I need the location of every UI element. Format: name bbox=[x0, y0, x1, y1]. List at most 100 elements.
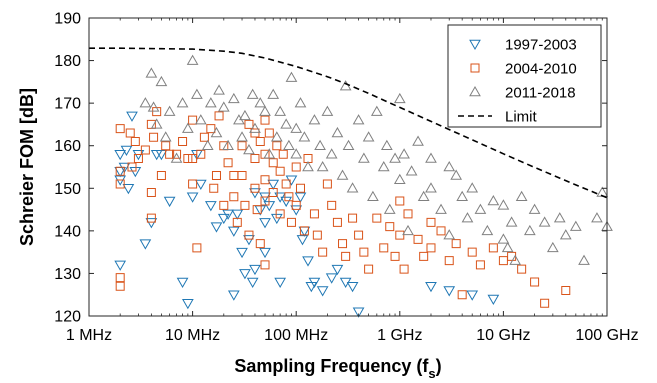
data-point bbox=[244, 119, 254, 129]
data-point bbox=[402, 224, 414, 236]
data-point bbox=[194, 179, 207, 191]
data-point bbox=[390, 251, 400, 261]
data-point bbox=[435, 203, 447, 214]
data-marks bbox=[114, 54, 613, 318]
x-tick-label: 1 GHz bbox=[377, 327, 422, 344]
data-point bbox=[346, 182, 359, 193]
data-point bbox=[389, 152, 401, 163]
x-axis-title: Sampling Frequency (fs) bbox=[234, 356, 441, 381]
data-point bbox=[249, 122, 261, 133]
x-axis-ticks: 1 MHz 10 MHz 100 MHz 1 GHz 10 GHz 100 GHz bbox=[66, 18, 639, 344]
data-point bbox=[443, 286, 456, 297]
data-point bbox=[210, 126, 223, 138]
data-point bbox=[255, 239, 265, 249]
data-point bbox=[163, 196, 176, 208]
data-point bbox=[553, 212, 566, 223]
data-point bbox=[130, 136, 140, 146]
data-point bbox=[147, 101, 160, 112]
data-point bbox=[436, 226, 446, 236]
data-point bbox=[240, 200, 250, 210]
legend-swatch-2011-2018 bbox=[469, 85, 481, 97]
data-point bbox=[316, 286, 329, 297]
data-point bbox=[186, 54, 199, 65]
legend-label: 2004-2010 bbox=[505, 61, 577, 78]
data-point bbox=[498, 256, 508, 266]
data-point bbox=[578, 254, 590, 265]
y-tick-label: 130 bbox=[54, 266, 81, 283]
data-point bbox=[443, 160, 456, 172]
data-point bbox=[204, 97, 217, 108]
data-point bbox=[475, 260, 485, 270]
data-point bbox=[457, 290, 467, 300]
data-point bbox=[210, 222, 223, 233]
data-point bbox=[250, 183, 260, 193]
data-point bbox=[359, 247, 369, 257]
data-point bbox=[331, 126, 344, 138]
data-point bbox=[294, 97, 307, 108]
data-point bbox=[403, 209, 413, 219]
data-point bbox=[290, 122, 303, 133]
data-point bbox=[528, 203, 541, 214]
data-point bbox=[383, 203, 396, 214]
data-point bbox=[461, 212, 474, 223]
data-point bbox=[530, 277, 540, 287]
data-point bbox=[145, 67, 158, 78]
data-point bbox=[497, 199, 510, 210]
series-2011-2018 bbox=[139, 54, 613, 265]
data-point bbox=[314, 139, 326, 150]
legend-label: Limit bbox=[505, 109, 538, 126]
data-point bbox=[236, 247, 248, 259]
data-point bbox=[217, 213, 230, 225]
data-point bbox=[129, 167, 142, 178]
data-point bbox=[352, 114, 365, 125]
data-point bbox=[466, 182, 479, 193]
data-point bbox=[170, 152, 183, 163]
data-point bbox=[155, 149, 168, 161]
x-tick-label: 100 GHz bbox=[575, 327, 638, 344]
data-point bbox=[393, 92, 406, 104]
data-point bbox=[152, 107, 162, 117]
data-point bbox=[280, 118, 293, 129]
data-point bbox=[139, 97, 152, 108]
data-point bbox=[236, 131, 248, 142]
data-point bbox=[188, 153, 198, 163]
data-point bbox=[274, 277, 287, 288]
data-point bbox=[176, 277, 189, 288]
data-point bbox=[188, 179, 198, 189]
data-point bbox=[517, 264, 527, 274]
y-axis-title: Schreier FOM [dB] bbox=[17, 88, 37, 246]
data-point bbox=[327, 200, 337, 210]
data-point bbox=[540, 298, 550, 308]
data-point bbox=[559, 229, 572, 240]
x-tick-label: 100 MHz bbox=[264, 327, 328, 344]
data-point bbox=[561, 285, 571, 295]
data-point bbox=[362, 131, 375, 142]
x-tick-label: 10 MHz bbox=[165, 327, 220, 344]
data-point bbox=[456, 190, 469, 202]
data-point bbox=[192, 243, 202, 253]
y-tick-label: 150 bbox=[54, 181, 81, 198]
y-tick-label: 120 bbox=[54, 309, 81, 326]
data-point bbox=[186, 192, 199, 203]
data-point bbox=[156, 171, 166, 181]
data-point bbox=[254, 97, 267, 108]
data-point bbox=[290, 148, 303, 159]
data-point bbox=[515, 190, 528, 202]
data-point bbox=[172, 149, 182, 159]
data-point bbox=[217, 101, 230, 112]
data-point bbox=[115, 273, 125, 283]
data-point bbox=[243, 235, 255, 246]
data-point bbox=[308, 114, 321, 125]
data-point bbox=[318, 247, 328, 257]
y-tick-label: 160 bbox=[54, 138, 81, 155]
data-point bbox=[201, 139, 214, 150]
data-point bbox=[444, 256, 454, 266]
data-point bbox=[194, 114, 207, 125]
data-point bbox=[191, 88, 203, 99]
data-point bbox=[270, 213, 283, 225]
data-point bbox=[331, 264, 344, 276]
data-point bbox=[325, 273, 338, 284]
data-point bbox=[399, 264, 409, 274]
data-point bbox=[181, 298, 194, 310]
